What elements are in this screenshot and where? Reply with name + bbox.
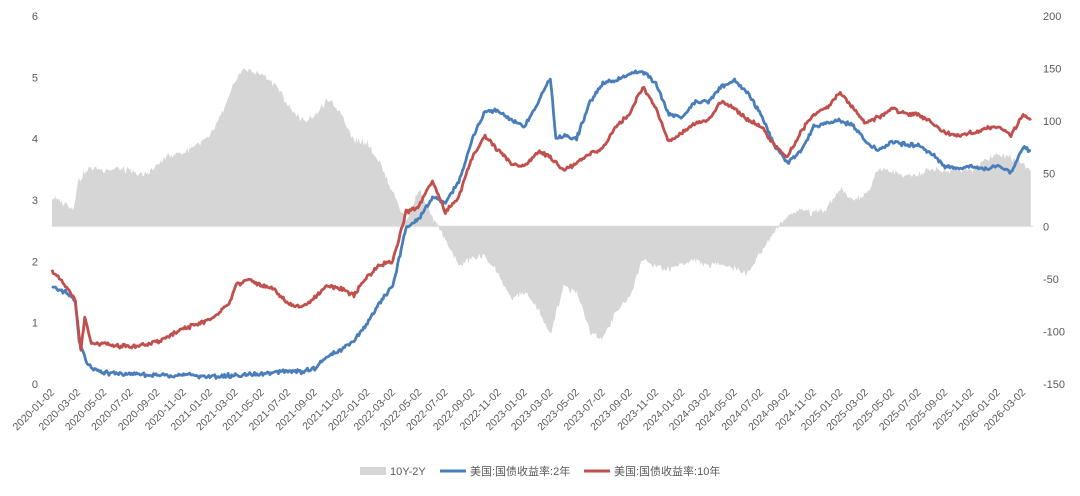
left-axis-tick-label: 2 (32, 256, 38, 268)
right-axis-tick-label: 150 (1043, 64, 1061, 76)
left-axis-ticks: 0 1 2 3 4 5 6 (32, 11, 38, 391)
left-axis-tick-label: 0 (32, 379, 38, 391)
right-axis-ticks: -150 -100 -50 0 50 100 150 200 (1043, 11, 1065, 391)
yield-lines-layer (50, 69, 1032, 380)
spread-area-series (52, 68, 1031, 341)
yield-10y-series (50, 85, 1032, 352)
right-axis-tick-label: 0 (1043, 221, 1049, 233)
right-axis-tick-label: -150 (1043, 379, 1065, 391)
legend-label: 10Y-2Y (390, 466, 426, 478)
legend-label: 美国:国债收益率:10年 (614, 464, 720, 478)
legend-swatch-spread (360, 467, 386, 475)
yield-2y-series (51, 69, 1032, 380)
left-axis-tick-label: 5 (32, 72, 38, 84)
x-axis-ticks: 2020-01-022020-03-022020-05-022020-07-02… (11, 386, 1029, 433)
right-axis-tick-label: -50 (1043, 274, 1059, 286)
right-axis-tick-label: 100 (1043, 116, 1061, 128)
left-axis-tick-label: 6 (32, 11, 38, 23)
right-axis-tick-label: 200 (1043, 11, 1061, 23)
right-axis-tick-label: -100 (1043, 326, 1065, 338)
spread-area-layer (52, 68, 1031, 341)
right-axis-tick-label: 50 (1043, 169, 1055, 181)
left-axis-tick-label: 1 (32, 318, 38, 330)
left-axis-tick-label: 4 (32, 134, 38, 146)
legend: 10Y-2Y 美国:国债收益率:2年 美国:国债收益率:10年 (360, 464, 720, 478)
legend-label: 美国:国债收益率:2年 (470, 464, 570, 478)
left-axis-tick-label: 3 (32, 195, 38, 207)
